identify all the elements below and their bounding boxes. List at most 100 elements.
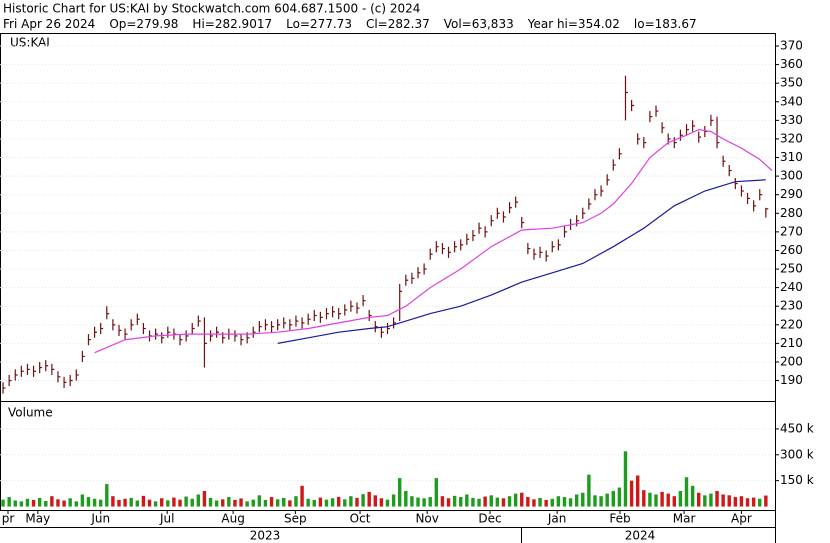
volume-bar: [196, 494, 201, 507]
volume-bar: [617, 487, 622, 507]
y-tick-label: 320: [780, 131, 803, 145]
x-tick-label: Aug: [221, 512, 244, 526]
volume-bar: [221, 499, 225, 507]
volume-bar: [184, 496, 188, 507]
volume-bar: [282, 497, 286, 507]
x-tick-label: Apr: [731, 512, 752, 526]
volume-bar: [581, 492, 585, 507]
volume-bar: [62, 500, 66, 507]
volume-bar: [288, 500, 292, 507]
volume-bar: [538, 497, 542, 507]
y-tick-label: 290: [780, 187, 803, 201]
volume-bar: [50, 496, 54, 507]
volume-bar: [489, 495, 493, 507]
y-tick-label: 150 k: [780, 473, 814, 487]
volume-bar: [404, 491, 408, 507]
volume-bar: [568, 498, 573, 507]
volume-bar: [239, 498, 243, 507]
volume-bar: [709, 493, 713, 507]
x-tick-label: Dec: [478, 512, 501, 526]
volume-bar: [202, 491, 207, 507]
volume-bar: [227, 497, 231, 507]
volume-bar: [147, 499, 152, 507]
volume-bar: [324, 499, 329, 507]
volume-bar: [526, 497, 530, 507]
volume-bar: [587, 474, 591, 507]
volume-bar: [355, 497, 359, 507]
volume-bar: [562, 497, 567, 507]
volume-bar: [550, 498, 554, 507]
y-tick-label: 350: [780, 76, 803, 90]
info-item: lo=183.67: [634, 17, 697, 31]
volume-bar: [245, 501, 249, 507]
symbol-label: US:KAI: [10, 36, 50, 50]
x-tick-label: Oct: [350, 512, 371, 526]
volume-bar: [251, 499, 255, 507]
volume-bar: [141, 495, 146, 507]
volume-bar: [294, 496, 298, 507]
moving-average: [94, 128, 773, 354]
volume-bar: [135, 500, 140, 507]
info-item: Op=279.98: [109, 17, 178, 31]
volume-bar: [92, 498, 97, 507]
volume-bar: [117, 499, 121, 507]
year-label: 2024: [625, 529, 656, 543]
volume-bar: [214, 500, 219, 507]
volume-bar: [434, 478, 439, 507]
volume-bar: [520, 492, 524, 507]
x-tick-label: Nov: [415, 512, 438, 526]
volume-bar: [306, 498, 310, 507]
info-item: Fri Apr 26 2024: [3, 17, 95, 31]
volume-bar: [269, 497, 274, 507]
volume-bar: [391, 494, 396, 507]
volume-bar: [1, 499, 5, 507]
volume-bar: [361, 494, 365, 507]
volume-bar: [574, 494, 579, 507]
y-tick-label: 330: [780, 113, 803, 127]
y-tick-label: 190: [780, 373, 803, 387]
y-tick-label: 200: [780, 354, 803, 368]
volume-bar: [440, 496, 445, 507]
x-tick-label: Sep: [284, 512, 307, 526]
volume-bar: [428, 497, 432, 507]
volume-bar: [477, 498, 481, 507]
info-item: Cl=282.37: [366, 17, 430, 31]
volume-bar: [379, 498, 384, 507]
volume-bar: [660, 491, 664, 507]
volume-bar: [758, 498, 762, 507]
volume-bar: [257, 495, 262, 507]
volume-bar: [703, 495, 707, 507]
volume-bar: [465, 494, 469, 507]
info-item: Year hi=354.02: [527, 17, 620, 31]
volume-bar: [190, 498, 194, 507]
volume-bar: [611, 491, 615, 507]
x-tick-label: Jul: [159, 512, 174, 526]
volume-bar: [642, 490, 646, 507]
volume-bar: [129, 497, 133, 507]
volume-bar: [672, 496, 677, 507]
volume-bar: [605, 493, 609, 507]
volume-bar: [666, 493, 670, 507]
volume-bar: [336, 496, 341, 507]
x-tick-label: May: [25, 512, 50, 526]
volume-bar: [373, 495, 378, 507]
volume-bar: [648, 492, 652, 507]
volume-bar: [37, 497, 42, 507]
volume-bar: [471, 497, 475, 507]
info-line: Fri Apr 26 2024 Op=279.98 Hi=282.9017 Lo=27…: [3, 17, 697, 31]
volume-bar: [739, 496, 744, 507]
volume-bar: [416, 497, 420, 507]
volume-bar: [556, 496, 561, 507]
info-item: Hi=282.9017: [192, 17, 272, 31]
volume-bar: [593, 495, 597, 507]
year-label: 2023: [250, 529, 281, 543]
volume-bar: [98, 499, 103, 507]
volume-bar: [208, 497, 213, 507]
y-tick-label: 260: [780, 243, 803, 257]
volume-bar: [654, 494, 658, 507]
volume-bar: [318, 497, 323, 507]
y-tick-label: 310: [780, 150, 803, 164]
volume-bar: [178, 499, 182, 507]
